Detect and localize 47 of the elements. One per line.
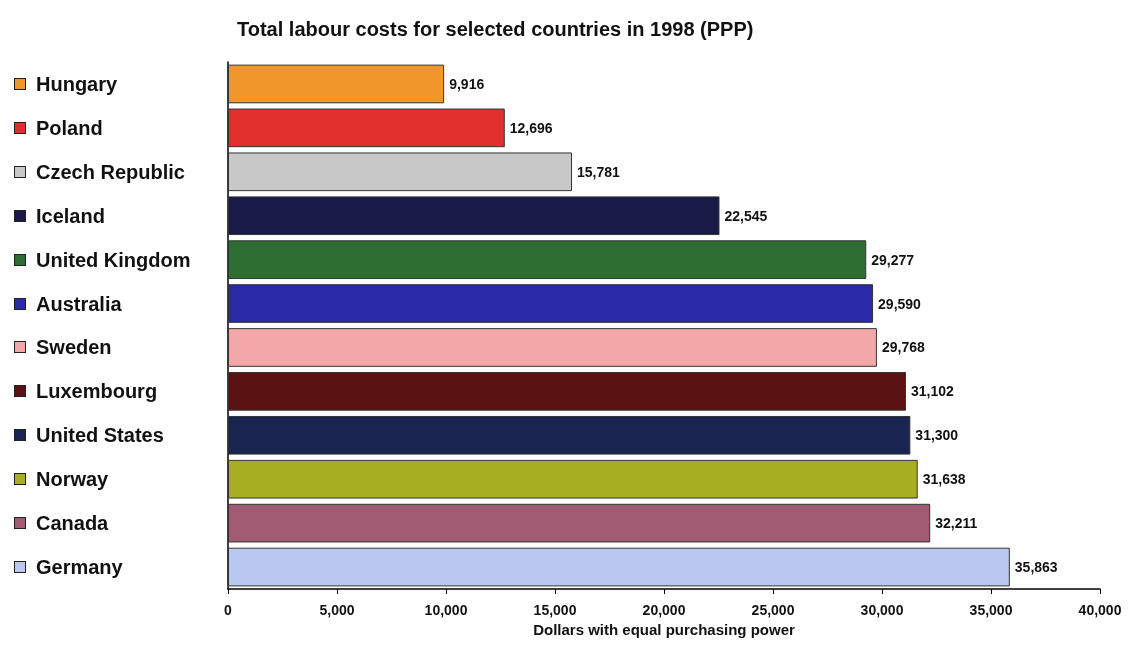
- x-tick-label: 25,000: [751, 602, 795, 618]
- bar: [228, 108, 505, 148]
- data-label: 35,863: [1014, 559, 1058, 576]
- y-tick-label: Luxembourg: [36, 380, 158, 403]
- x-tick-label: 30,000: [860, 602, 904, 618]
- bar: [228, 64, 445, 104]
- y-tick-label: Sweden: [36, 336, 112, 359]
- data-label: 9,916: [449, 75, 485, 92]
- y-tick-label: Czech Republic: [36, 160, 185, 183]
- x-tick-label: 5,000: [319, 602, 355, 618]
- data-label: 31,300: [915, 427, 959, 444]
- bar: [228, 284, 874, 323]
- data-label: 32,211: [935, 515, 978, 532]
- bar: [228, 415, 911, 455]
- data-label: 29,768: [881, 339, 925, 356]
- data-label: 12,696: [509, 119, 553, 136]
- x-tick-label: 15,000: [533, 602, 577, 618]
- x-axis-title: Dollars with equal purchasing power: [533, 620, 796, 638]
- data-label: 29,590: [878, 295, 922, 312]
- chart-title: Total labour costs for selected countries in 1998 (PPP): [237, 18, 754, 40]
- bar: [228, 328, 877, 367]
- data-label: 31,102: [911, 383, 955, 400]
- data-label: 29,277: [871, 251, 915, 268]
- y-tick-label: Iceland: [36, 204, 105, 227]
- bar: [228, 196, 720, 236]
- y-tick-label: Poland: [36, 116, 103, 139]
- y-tick-label: United Kingdom: [36, 248, 191, 271]
- bar: [228, 547, 1010, 587]
- y-tick-label: Australia: [36, 292, 123, 315]
- x-tick-label: 40,000: [1078, 602, 1122, 618]
- bar: [228, 240, 867, 279]
- y-tick-label: Norway: [36, 468, 110, 491]
- bar: [228, 372, 907, 411]
- data-label: 31,638: [922, 471, 966, 488]
- y-tick-label: Germany: [36, 556, 124, 579]
- y-tick-label: Hungary: [36, 72, 118, 95]
- bar: [228, 503, 931, 543]
- x-tick-label: 35,000: [969, 602, 1013, 618]
- x-tick-label: 20,000: [642, 602, 686, 618]
- x-tick-label: 10,000: [424, 602, 468, 618]
- bar: [228, 152, 573, 192]
- y-tick-label: United States: [36, 424, 164, 447]
- x-tick-label: 0: [224, 602, 233, 618]
- bar: [228, 459, 918, 499]
- data-label: 22,545: [724, 207, 768, 224]
- data-label: 15,781: [577, 163, 621, 180]
- y-tick-label: Canada: [36, 512, 110, 535]
